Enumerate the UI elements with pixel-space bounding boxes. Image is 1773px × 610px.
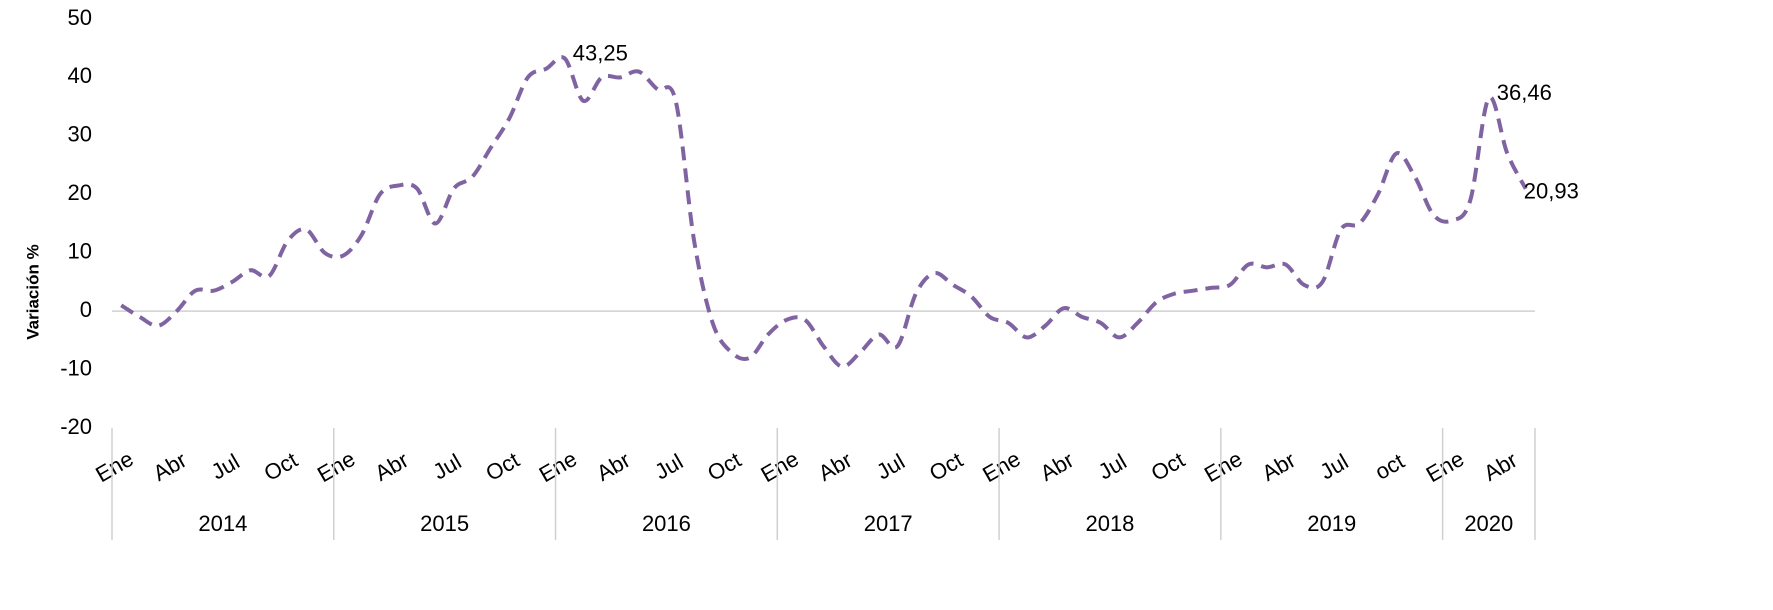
y-tick-label: 10 (68, 239, 92, 264)
x-tick-label: Abr (592, 447, 634, 486)
x-tick-label: Oct (481, 447, 523, 486)
data-line (120, 55, 1528, 369)
x-tick-label: Oct (260, 447, 302, 486)
group-label: 2015 (420, 511, 469, 536)
x-tick-label: Oct (703, 447, 745, 486)
x-tick-label: Ene (91, 446, 137, 487)
x-tick-label: Jul (1316, 449, 1353, 485)
y-tick-label: 50 (68, 5, 92, 30)
x-tick-label: Abr (149, 447, 191, 486)
x-tick-label: Ene (535, 446, 581, 487)
x-tick-label: Ene (1200, 446, 1246, 487)
x-tick-label: oct (1371, 448, 1409, 484)
group-label: 2017 (864, 511, 913, 536)
data-label: 20,93 (1524, 179, 1579, 204)
x-tick-label: Ene (756, 446, 802, 487)
x-tick-label: Abr (371, 447, 413, 486)
group-label: 2016 (642, 511, 691, 536)
x-tick-label: Abr (814, 447, 856, 486)
y-tick-label: -20 (60, 414, 92, 439)
x-tick-label: Abr (1479, 447, 1521, 486)
group-label: 2014 (198, 511, 247, 536)
y-tick-label: 40 (68, 63, 92, 88)
x-tick-label: Jul (1094, 449, 1131, 485)
y-tick-label: 20 (68, 180, 92, 205)
group-label: 2020 (1464, 511, 1513, 536)
data-label: 36,46 (1497, 80, 1552, 105)
x-tick-label: Abr (1258, 447, 1300, 486)
y-tick-label: -10 (60, 355, 92, 380)
y-axis-label: Variación % (23, 244, 42, 339)
x-tick-label: Ene (313, 446, 359, 487)
x-tick-label: Jul (207, 449, 244, 485)
x-tick-label: Oct (1147, 447, 1189, 486)
group-label: 2018 (1085, 511, 1134, 536)
x-tick-label: Oct (925, 447, 967, 486)
y-tick-label: 0 (80, 297, 92, 322)
x-tick-label: Jul (650, 449, 687, 485)
x-tick-label: Ene (1422, 446, 1468, 487)
x-tick-label: Jul (429, 449, 466, 485)
data-label: 43,25 (573, 40, 628, 65)
x-tick-label: Ene (978, 446, 1024, 487)
y-tick-label: 30 (68, 122, 92, 147)
x-tick-label: Abr (1036, 447, 1078, 486)
x-tick-label: Jul (872, 449, 909, 485)
group-label: 2019 (1307, 511, 1356, 536)
